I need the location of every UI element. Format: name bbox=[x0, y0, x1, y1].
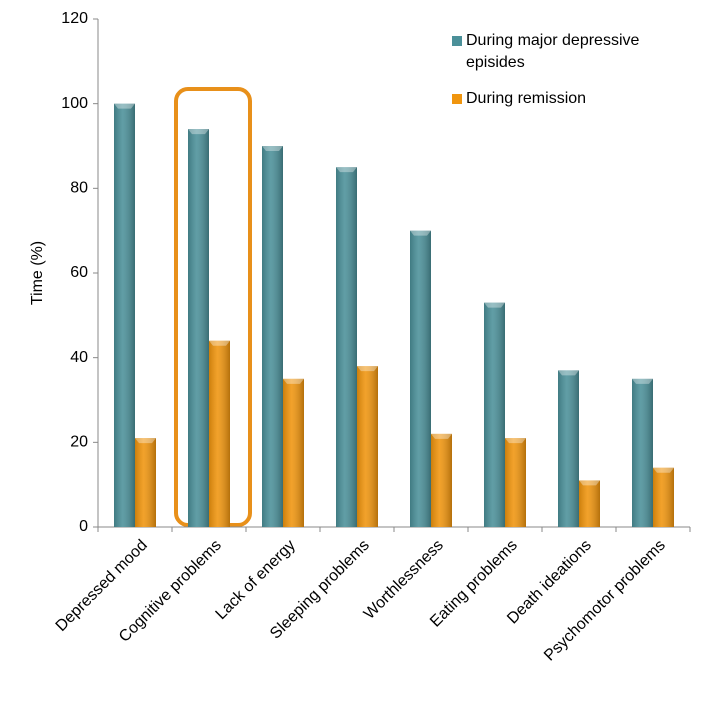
bar-shade bbox=[283, 378, 304, 527]
bar-cap bbox=[357, 366, 378, 372]
bar-group bbox=[505, 438, 526, 527]
bar-cap bbox=[579, 480, 600, 486]
bar-shade bbox=[410, 230, 431, 527]
bar-group bbox=[632, 378, 653, 527]
bar-shade bbox=[579, 480, 600, 527]
bar-group bbox=[484, 302, 505, 527]
y-tick-label: 20 bbox=[70, 434, 88, 451]
bar-group bbox=[135, 438, 156, 527]
bar-shade bbox=[505, 438, 526, 527]
x-tick-label: Psychomotor problems bbox=[541, 537, 669, 665]
legend-label: During remission bbox=[466, 90, 587, 107]
bar-shade bbox=[135, 438, 156, 527]
legend-item: During major depressive episides bbox=[452, 30, 652, 74]
bar-group bbox=[558, 370, 579, 527]
bar-cap bbox=[632, 378, 653, 384]
bar-group bbox=[114, 103, 135, 528]
bar-group bbox=[653, 467, 674, 527]
bar-shade bbox=[209, 340, 230, 527]
y-tick-label: 40 bbox=[70, 349, 88, 366]
bar-cap bbox=[653, 467, 674, 473]
y-tick-label: 60 bbox=[70, 264, 88, 281]
bar-group bbox=[410, 230, 431, 527]
bar-shade bbox=[484, 302, 505, 527]
bar-cap bbox=[135, 438, 156, 444]
legend-swatch bbox=[452, 94, 462, 104]
bar-shade bbox=[431, 433, 452, 527]
bar-shade bbox=[632, 378, 653, 527]
bar-group bbox=[336, 167, 357, 527]
legend-item: During remission bbox=[452, 88, 652, 110]
bar-cap bbox=[188, 129, 209, 135]
bar-cap bbox=[431, 433, 452, 439]
bar-group bbox=[209, 340, 230, 527]
legend-swatch bbox=[452, 36, 462, 46]
bar-group bbox=[579, 480, 600, 527]
bar-cap bbox=[484, 302, 505, 308]
bar-cap bbox=[209, 340, 230, 346]
bar-group bbox=[188, 129, 209, 528]
bar-shade bbox=[558, 370, 579, 527]
x-tick-label: Lack of energy bbox=[213, 537, 299, 623]
bar-group bbox=[357, 366, 378, 527]
bar-group bbox=[431, 433, 452, 527]
y-tick-label: 100 bbox=[61, 95, 88, 112]
bar-shade bbox=[336, 167, 357, 527]
bar-cap bbox=[336, 167, 357, 173]
bar-cap bbox=[114, 103, 135, 109]
bar-cap bbox=[505, 438, 526, 444]
x-tick-label: Worthlessness bbox=[361, 537, 447, 623]
bar-shade bbox=[188, 129, 209, 528]
y-tick-label: 120 bbox=[61, 10, 88, 27]
legend: During major depressive episides During r… bbox=[452, 30, 652, 124]
bar-cap bbox=[558, 370, 579, 376]
y-tick-label: 80 bbox=[70, 180, 88, 197]
bar-shade bbox=[262, 146, 283, 527]
bar-group bbox=[262, 146, 283, 527]
bar-cap bbox=[262, 146, 283, 151]
bar-group bbox=[283, 378, 304, 527]
bar-cap bbox=[283, 378, 304, 384]
bar-shade bbox=[653, 467, 674, 527]
bar-shade bbox=[114, 103, 135, 528]
y-tick-label: 0 bbox=[79, 518, 88, 535]
legend-label: During major depressive episides bbox=[466, 32, 640, 71]
bar-cap bbox=[410, 230, 431, 236]
bar-shade bbox=[357, 366, 378, 527]
y-axis-label: Time (%) bbox=[29, 241, 46, 305]
